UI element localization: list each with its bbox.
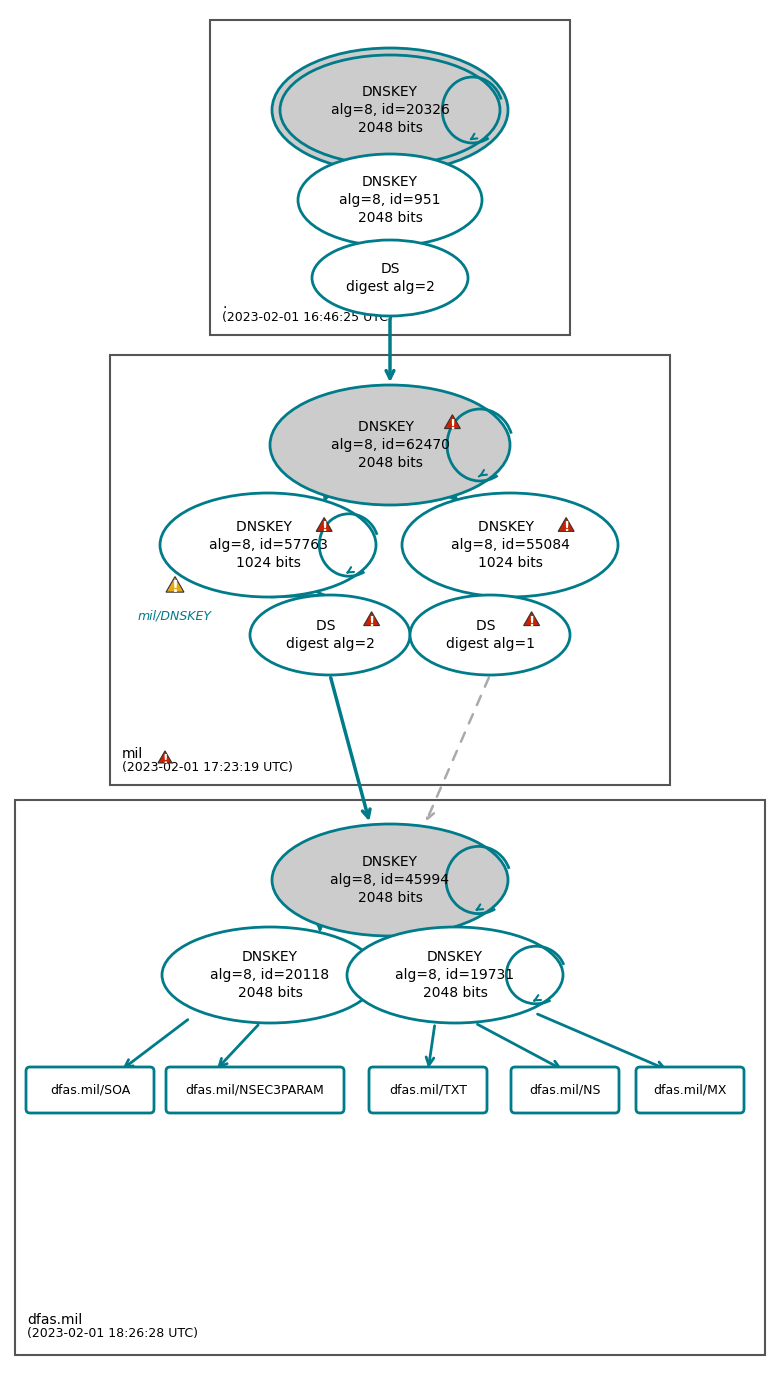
Polygon shape xyxy=(363,612,380,626)
Ellipse shape xyxy=(270,386,510,504)
FancyBboxPatch shape xyxy=(26,1067,154,1113)
Ellipse shape xyxy=(347,927,563,1023)
Bar xyxy=(210,19,570,334)
Bar xyxy=(15,800,765,1354)
Ellipse shape xyxy=(410,596,570,674)
Text: DNSKEY
alg=8, id=45994
2048 bits: DNSKEY alg=8, id=45994 2048 bits xyxy=(331,854,449,905)
Ellipse shape xyxy=(312,240,468,316)
Text: DS  
digest alg=1: DS digest alg=1 xyxy=(445,619,534,651)
Ellipse shape xyxy=(162,927,378,1023)
Text: dfas.mil/MX: dfas.mil/MX xyxy=(654,1083,727,1096)
Text: !: ! xyxy=(449,417,456,431)
Text: dfas.mil/TXT: dfas.mil/TXT xyxy=(389,1083,467,1096)
Text: (2023-02-01 16:46:25 UTC): (2023-02-01 16:46:25 UTC) xyxy=(222,311,393,323)
Text: dfas.mil/NS: dfas.mil/NS xyxy=(530,1083,601,1096)
Polygon shape xyxy=(523,612,540,626)
Ellipse shape xyxy=(250,596,410,674)
Text: DNSKEY
alg=8, id=951
2048 bits: DNSKEY alg=8, id=951 2048 bits xyxy=(339,174,441,225)
Text: DNSKEY  
alg=8, id=62470
2048 bits: DNSKEY alg=8, id=62470 2048 bits xyxy=(331,420,449,470)
Text: mil: mil xyxy=(122,748,144,761)
Text: !: ! xyxy=(162,753,168,766)
FancyBboxPatch shape xyxy=(369,1067,487,1113)
Text: DNSKEY
alg=8, id=20118
2048 bits: DNSKEY alg=8, id=20118 2048 bits xyxy=(211,949,330,1001)
Text: dfas.mil: dfas.mil xyxy=(27,1313,82,1327)
Text: DNSKEY
alg=8, id=20326
2048 bits: DNSKEY alg=8, id=20326 2048 bits xyxy=(331,84,449,135)
Ellipse shape xyxy=(298,153,482,246)
Text: DNSKEY
alg=8, id=19731
2048 bits: DNSKEY alg=8, id=19731 2048 bits xyxy=(395,949,515,1001)
Text: dfas.mil/SOA: dfas.mil/SOA xyxy=(50,1083,130,1096)
Text: DS
digest alg=2: DS digest alg=2 xyxy=(346,261,434,294)
Text: dfas.mil/NSEC3PARAM: dfas.mil/NSEC3PARAM xyxy=(186,1083,324,1096)
Text: DNSKEY  
alg=8, id=57763
1024 bits: DNSKEY alg=8, id=57763 1024 bits xyxy=(208,520,328,571)
Polygon shape xyxy=(445,415,460,428)
Text: !: ! xyxy=(172,580,179,596)
Text: DNSKEY  
alg=8, id=55084
1024 bits: DNSKEY alg=8, id=55084 1024 bits xyxy=(451,520,569,571)
FancyBboxPatch shape xyxy=(166,1067,344,1113)
Text: (2023-02-01 17:23:19 UTC): (2023-02-01 17:23:19 UTC) xyxy=(122,761,292,774)
Text: mil/DNSKEY: mil/DNSKEY xyxy=(138,609,212,622)
Text: !: ! xyxy=(321,521,328,535)
Ellipse shape xyxy=(272,824,508,936)
Ellipse shape xyxy=(402,493,618,597)
Polygon shape xyxy=(166,576,184,591)
Ellipse shape xyxy=(280,55,500,164)
Polygon shape xyxy=(158,750,172,763)
Text: .: . xyxy=(222,297,226,311)
Text: (2023-02-01 18:26:28 UTC): (2023-02-01 18:26:28 UTC) xyxy=(27,1327,198,1341)
Bar xyxy=(110,355,670,785)
Ellipse shape xyxy=(160,493,376,597)
Polygon shape xyxy=(558,517,574,531)
Text: !: ! xyxy=(563,521,569,535)
Text: DS  
digest alg=2: DS digest alg=2 xyxy=(285,619,374,651)
Polygon shape xyxy=(316,517,332,531)
Ellipse shape xyxy=(272,48,508,171)
Text: !: ! xyxy=(529,615,534,629)
FancyBboxPatch shape xyxy=(511,1067,619,1113)
Text: !: ! xyxy=(368,615,374,629)
FancyBboxPatch shape xyxy=(636,1067,744,1113)
